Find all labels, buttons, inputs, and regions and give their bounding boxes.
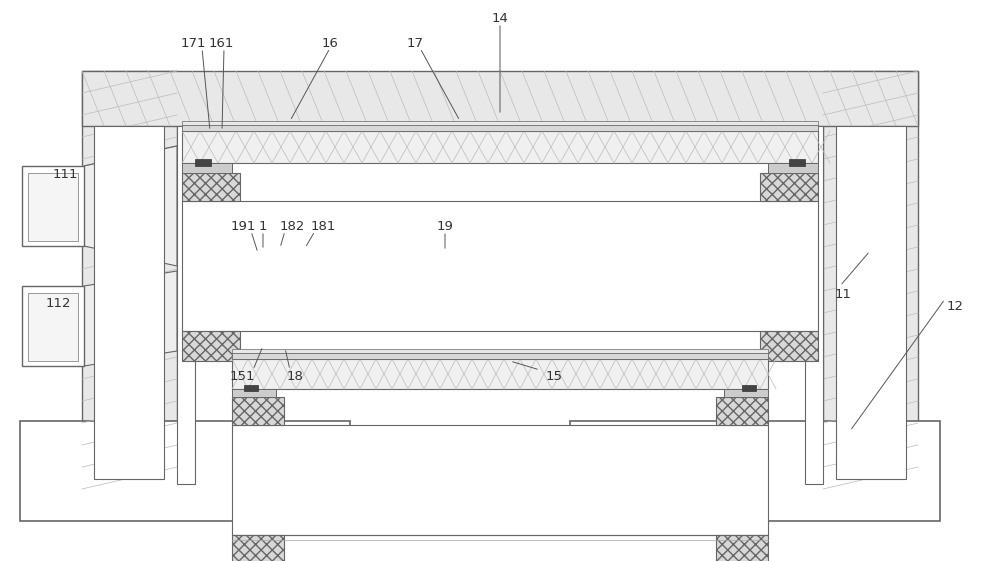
Bar: [195, 159, 211, 166]
Bar: [760, 173, 818, 201]
Bar: [760, 331, 818, 361]
Text: 1: 1: [259, 219, 267, 232]
Polygon shape: [82, 71, 177, 489]
Text: 112: 112: [45, 297, 71, 310]
Text: 111: 111: [52, 168, 78, 181]
Text: 17: 17: [406, 36, 424, 49]
Bar: [805, 126, 823, 484]
Text: 19: 19: [437, 219, 453, 232]
Text: 14: 14: [492, 11, 508, 25]
Text: 182: 182: [279, 219, 305, 232]
Bar: [742, 385, 756, 391]
Bar: [182, 163, 232, 173]
Bar: [182, 125, 818, 131]
Bar: [716, 397, 768, 425]
Text: 151: 151: [229, 370, 255, 383]
Bar: [28, 293, 78, 361]
Bar: [177, 126, 195, 484]
Bar: [182, 201, 818, 331]
Text: 12: 12: [946, 300, 964, 312]
Text: 16: 16: [322, 36, 338, 49]
Bar: [244, 385, 258, 391]
Text: 11: 11: [834, 287, 852, 301]
Text: 171: 171: [180, 36, 206, 49]
Polygon shape: [84, 146, 177, 166]
Bar: [232, 359, 768, 389]
Bar: [232, 389, 276, 397]
Bar: [836, 126, 906, 479]
Bar: [22, 166, 84, 246]
Bar: [182, 121, 818, 125]
Bar: [789, 159, 805, 166]
Bar: [716, 535, 768, 561]
Text: 191: 191: [230, 219, 256, 232]
Bar: [724, 389, 768, 397]
Bar: [232, 425, 768, 535]
Bar: [768, 163, 818, 173]
Polygon shape: [84, 166, 177, 246]
Polygon shape: [823, 71, 918, 489]
Bar: [232, 353, 768, 359]
Polygon shape: [82, 71, 918, 126]
Bar: [94, 126, 164, 479]
Text: 161: 161: [208, 36, 234, 49]
Bar: [182, 131, 818, 163]
Bar: [570, 421, 940, 521]
Bar: [232, 535, 284, 561]
Bar: [182, 331, 240, 361]
Bar: [28, 173, 78, 241]
Bar: [20, 421, 350, 521]
Text: 15: 15: [546, 370, 562, 383]
Bar: [22, 286, 84, 366]
Polygon shape: [84, 146, 177, 266]
Polygon shape: [84, 271, 177, 366]
Text: 181: 181: [310, 219, 336, 232]
Bar: [232, 397, 284, 425]
Text: 18: 18: [287, 370, 303, 383]
Bar: [232, 349, 768, 353]
Bar: [182, 173, 240, 201]
